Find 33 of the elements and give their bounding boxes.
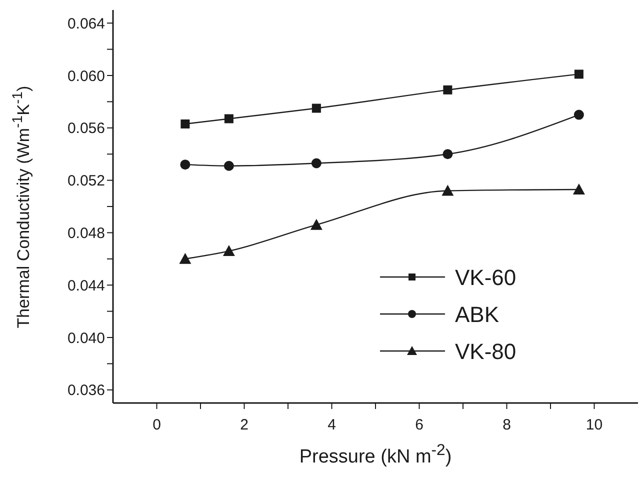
- point: [442, 149, 453, 160]
- point: [310, 218, 322, 230]
- y-tick-label: 0.060: [67, 68, 105, 85]
- point: [572, 183, 585, 194]
- y-tick-label: 0.036: [67, 382, 105, 400]
- point: [312, 104, 321, 113]
- x-tick-label: 8: [502, 416, 511, 434]
- point: [179, 252, 192, 264]
- x-tick-label: 4: [328, 416, 336, 434]
- x-tick-label: 2: [240, 416, 248, 434]
- y-tick-label: 0.064: [67, 15, 105, 32]
- legend-label: VK-80: [455, 339, 516, 364]
- x-tick-label: 10: [586, 416, 603, 434]
- point: [574, 110, 584, 120]
- point: [443, 85, 452, 94]
- point: [574, 70, 584, 79]
- y-tick-label: 0.048: [67, 225, 105, 242]
- point: [224, 114, 234, 124]
- point: [180, 119, 190, 128]
- point: [224, 160, 234, 171]
- x-axis-title: Pressure (kN m$^{-2}$): [298, 442, 453, 468]
- y-tick-label: 0.044: [67, 277, 105, 294]
- legend-label: VK-60: [455, 265, 516, 290]
- point: [442, 184, 454, 196]
- x-tick-label: 0: [152, 416, 161, 434]
- point: [180, 160, 190, 170]
- point: [311, 158, 322, 168]
- legend-label: ABK: [455, 302, 500, 327]
- y-tick-label: 0.052: [67, 172, 105, 190]
- x-tick-label: 6: [415, 416, 424, 434]
- point: [222, 245, 235, 256]
- y-tick-label: 0.040: [67, 330, 105, 347]
- y-tick-label: 0.056: [67, 120, 105, 138]
